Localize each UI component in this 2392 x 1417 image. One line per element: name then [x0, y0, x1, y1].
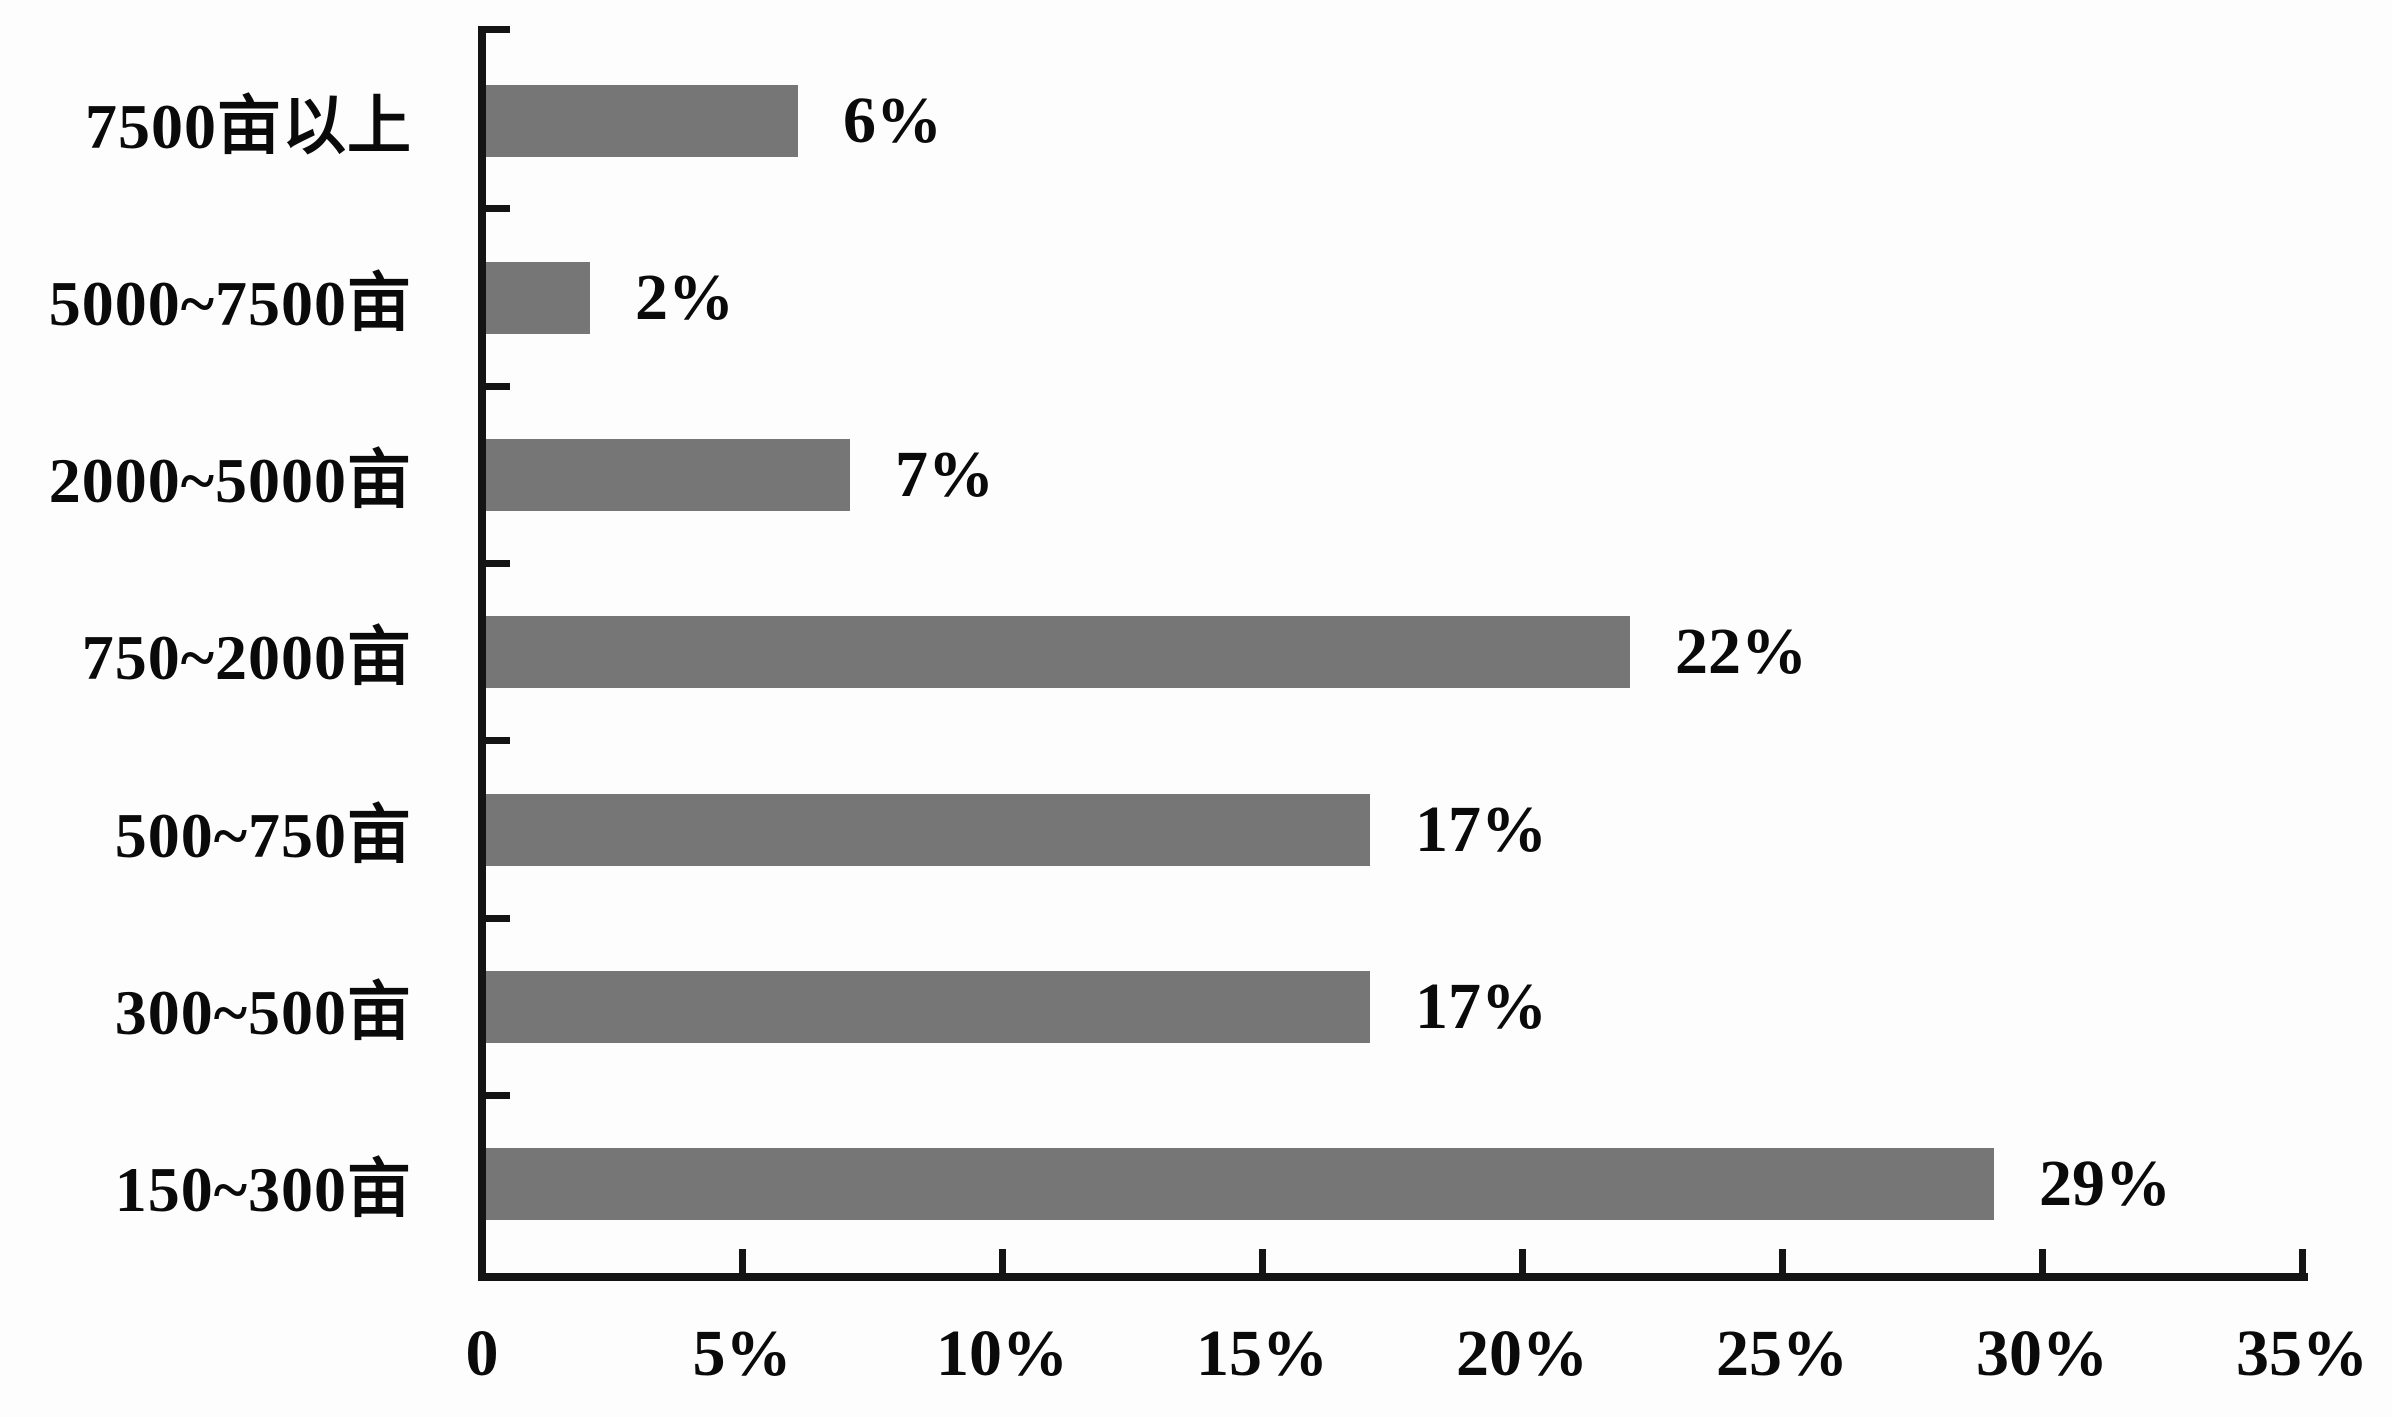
- x-axis-label: 0: [465, 1317, 499, 1390]
- x-axis-label: 5%: [692, 1317, 792, 1390]
- bar-row: 17%: [486, 741, 2306, 918]
- y-axis-tick: [486, 383, 510, 390]
- bar: [486, 1148, 1994, 1221]
- x-axis-label: 30%: [1976, 1317, 2108, 1390]
- value-label: 7%: [895, 438, 994, 512]
- category-axis-labels: 7500亩以上 5000~7500亩 2000~5000亩 750~2000亩 …: [0, 32, 412, 1273]
- x-axis-tick: [1779, 1249, 1786, 1273]
- bar-row: 17%: [486, 918, 2306, 1095]
- bar-row: 7%: [486, 387, 2306, 564]
- bar-row: 29%: [486, 1096, 2306, 1273]
- category-label: 7500亩以上: [85, 90, 412, 162]
- bar: [486, 439, 850, 512]
- value-label: 2%: [635, 260, 734, 334]
- y-axis-tick: [486, 205, 510, 212]
- value-label: 22%: [1675, 615, 1807, 689]
- x-axis-label: 10%: [936, 1317, 1068, 1390]
- bar: [486, 84, 798, 157]
- category-label: 2000~5000亩: [48, 445, 412, 517]
- x-axis-tick: [739, 1249, 746, 1273]
- bar-row: 6%: [486, 32, 2306, 209]
- x-axis-label: 15%: [1196, 1317, 1328, 1390]
- value-label: 17%: [1415, 792, 1547, 866]
- value-label: 17%: [1415, 970, 1547, 1044]
- category-label: 150~300亩: [114, 1154, 412, 1226]
- y-axis-line: [478, 26, 486, 1281]
- plot-area: 6% 2% 7% 22% 17% 17% 29%: [486, 32, 2306, 1273]
- x-axis-label: 20%: [1456, 1317, 1588, 1390]
- x-axis-label: 25%: [1716, 1317, 1848, 1390]
- value-label: 6%: [842, 83, 942, 157]
- y-axis-tick: [486, 737, 510, 744]
- x-axis-tick: [1519, 1249, 1526, 1273]
- x-axis-line: [478, 1273, 2308, 1281]
- value-label: 29%: [2039, 1147, 2171, 1221]
- bar-row: 22%: [486, 564, 2306, 741]
- y-axis-tick: [486, 915, 510, 922]
- x-axis-tick: [2299, 1249, 2306, 1273]
- category-label: 5000~7500亩: [48, 267, 412, 339]
- category-label: 750~2000亩: [81, 622, 412, 694]
- bar-row: 2%: [486, 209, 2306, 386]
- bar: [486, 971, 1370, 1044]
- bar: [486, 793, 1370, 866]
- x-axis-label: 35%: [2236, 1317, 2368, 1390]
- x-axis-tick: [999, 1249, 1006, 1273]
- y-axis-tick: [486, 1092, 510, 1099]
- bar: [486, 616, 1630, 689]
- bar: [486, 261, 590, 334]
- x-axis-tick: [1259, 1249, 1266, 1273]
- category-label: 300~500亩: [114, 977, 412, 1049]
- y-axis-tick: [486, 26, 510, 33]
- x-axis-tick: [2039, 1249, 2046, 1273]
- y-axis-tick: [486, 560, 510, 567]
- category-label: 500~750亩: [114, 799, 412, 871]
